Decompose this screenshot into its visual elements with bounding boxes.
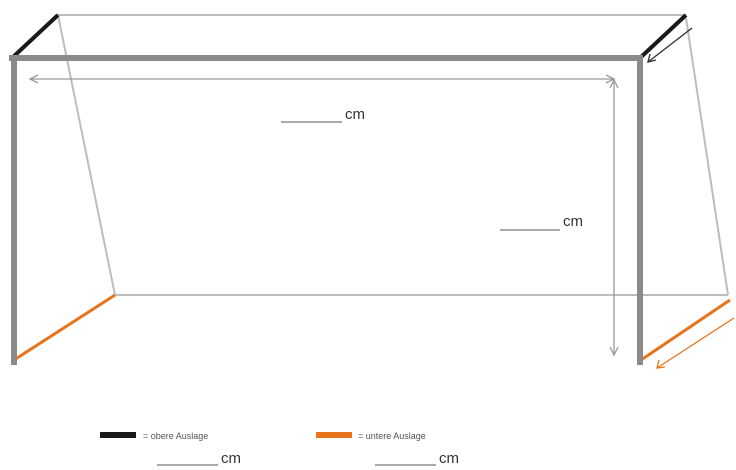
height-dimension-arrow — [609, 78, 619, 357]
upper-depth-bars — [10, 13, 688, 60]
legend-lower-swatch — [316, 432, 352, 438]
goal-posts — [9, 55, 643, 365]
left-upper-depth — [10, 13, 60, 60]
left-back-stay — [57, 14, 116, 296]
right-back-stay — [685, 17, 729, 296]
width-dimension-arrow — [28, 74, 616, 84]
lower-depth-dimension-arrow — [656, 317, 735, 369]
legend-upper-unit: cm — [221, 450, 241, 467]
width-unit-label: cm — [345, 106, 365, 123]
legend-upper: = obere Auslage cm — [100, 431, 241, 467]
net-frame — [57, 14, 729, 296]
upper-depth-dimension-arrow — [647, 27, 693, 63]
right-lower-depth — [640, 298, 731, 362]
lower-depth-bars — [13, 293, 731, 362]
legend-upper-text: = obere Auslage — [143, 431, 208, 441]
right-upper-depth — [638, 13, 688, 60]
legend-lower-text: = untere Auslage — [358, 431, 426, 441]
legend-upper-swatch — [100, 432, 136, 438]
height-unit-label: cm — [563, 213, 583, 230]
legend-lower: = untere Auslage cm — [316, 431, 459, 467]
left-lower-depth — [13, 293, 116, 362]
legend-lower-unit: cm — [439, 450, 459, 467]
